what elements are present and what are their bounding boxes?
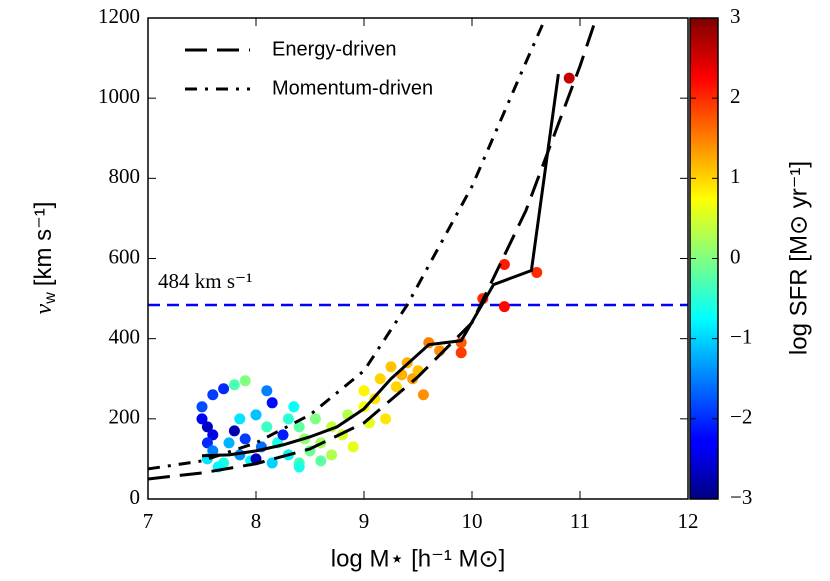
point <box>207 445 219 457</box>
point <box>531 267 543 279</box>
y-tick-label: 600 <box>109 244 141 268</box>
x-axis-label: log M⋆ [h⁻¹ M⊙] <box>331 545 506 572</box>
point <box>261 421 273 433</box>
colorbar-tick-label: 1 <box>730 164 741 188</box>
point <box>563 72 575 84</box>
legend-label: Momentum-driven <box>272 77 433 99</box>
point <box>358 385 370 397</box>
point <box>282 413 294 425</box>
colorbar-tick-label: −2 <box>730 405 752 429</box>
point <box>234 413 246 425</box>
point <box>207 389 219 401</box>
point <box>315 455 327 467</box>
reference-label: 484 km s⁻¹ <box>158 269 252 293</box>
point <box>380 413 392 425</box>
point <box>288 401 300 413</box>
point <box>277 429 289 441</box>
point <box>326 449 338 461</box>
point <box>407 373 419 385</box>
y-subscript: w <box>42 292 59 305</box>
colorbar-tick-label: −1 <box>730 324 752 348</box>
point <box>266 457 278 469</box>
point <box>239 433 251 445</box>
y-tick-label: 400 <box>109 324 141 348</box>
y-tick-label: 0 <box>130 485 141 509</box>
colorbar-tick-label: 3 <box>730 4 741 28</box>
colorbar-tick-label: 2 <box>730 84 741 108</box>
point <box>239 375 251 387</box>
point <box>385 361 397 373</box>
line <box>201 73 560 458</box>
y-tick-label: 800 <box>109 164 141 188</box>
x-tick-label: 10 <box>462 509 483 533</box>
point <box>498 259 510 271</box>
point <box>201 421 213 433</box>
legend-label: Energy-driven <box>272 38 397 60</box>
colorbar-label: log SFR [M⊙ yr⁻¹] <box>785 161 812 355</box>
point <box>390 381 402 393</box>
line <box>148 18 598 481</box>
x-tick-label: 11 <box>570 509 590 533</box>
point <box>455 347 467 359</box>
point <box>196 413 208 425</box>
y-tick-label: 1000 <box>98 84 140 108</box>
point <box>417 389 429 401</box>
x-tick-label: 9 <box>359 509 370 533</box>
point <box>223 437 235 449</box>
point <box>293 461 305 473</box>
point <box>309 413 321 425</box>
y-unit: [km s⁻¹] <box>30 202 57 287</box>
point <box>266 397 278 409</box>
y-tick-label: 200 <box>109 405 141 429</box>
point <box>228 425 240 437</box>
y-tick-label: 1200 <box>98 4 140 28</box>
x-tick-label: 12 <box>678 509 699 533</box>
x-tick-label: 7 <box>143 509 154 533</box>
point <box>374 373 386 385</box>
point <box>498 301 510 313</box>
point <box>228 379 240 391</box>
point <box>207 429 219 441</box>
plot-area <box>148 18 688 481</box>
point <box>250 409 262 421</box>
point <box>218 383 230 395</box>
colorbar-tick-label: 0 <box>730 244 741 268</box>
x-tick-label: 8 <box>251 509 262 533</box>
point <box>293 421 305 433</box>
point <box>201 437 213 449</box>
point <box>347 441 359 453</box>
point <box>261 385 273 397</box>
y-axis-label: vw [km s⁻¹] <box>30 202 59 315</box>
point <box>196 401 208 413</box>
y-symbol: v <box>31 303 57 314</box>
colorbar-tick-label: −3 <box>730 485 752 509</box>
